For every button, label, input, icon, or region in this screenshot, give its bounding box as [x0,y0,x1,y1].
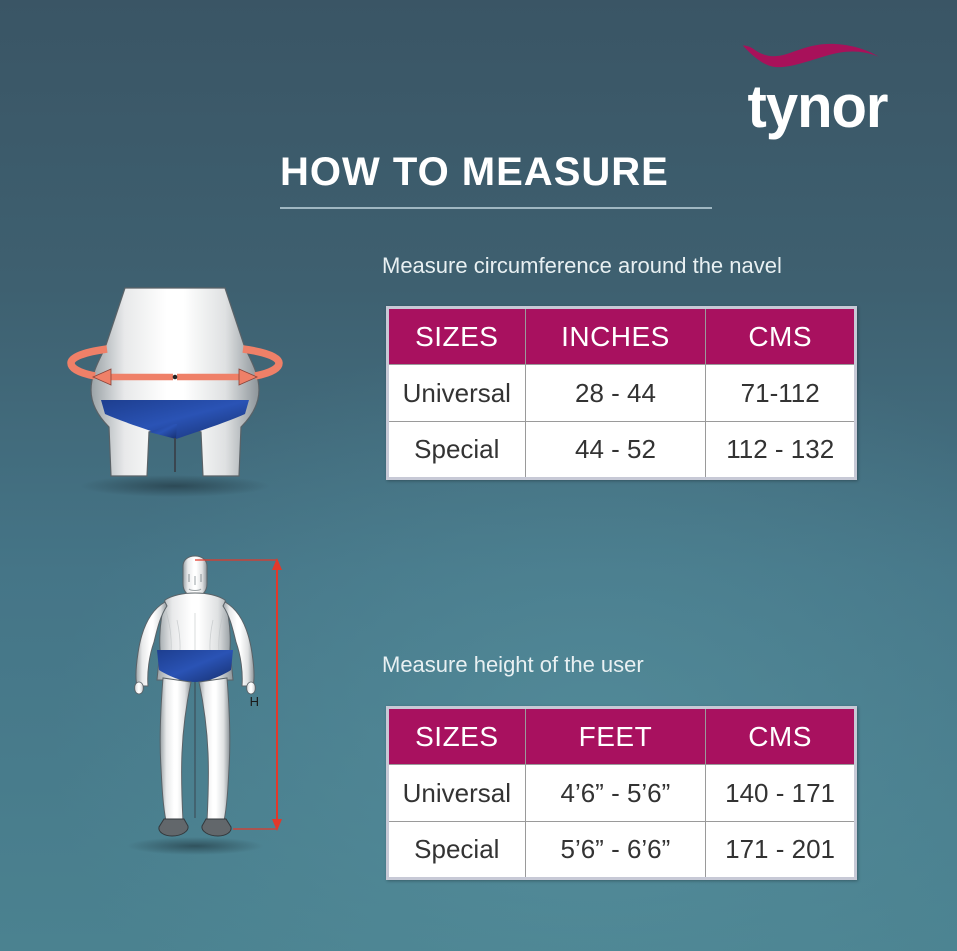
svg-text:H: H [250,694,259,709]
